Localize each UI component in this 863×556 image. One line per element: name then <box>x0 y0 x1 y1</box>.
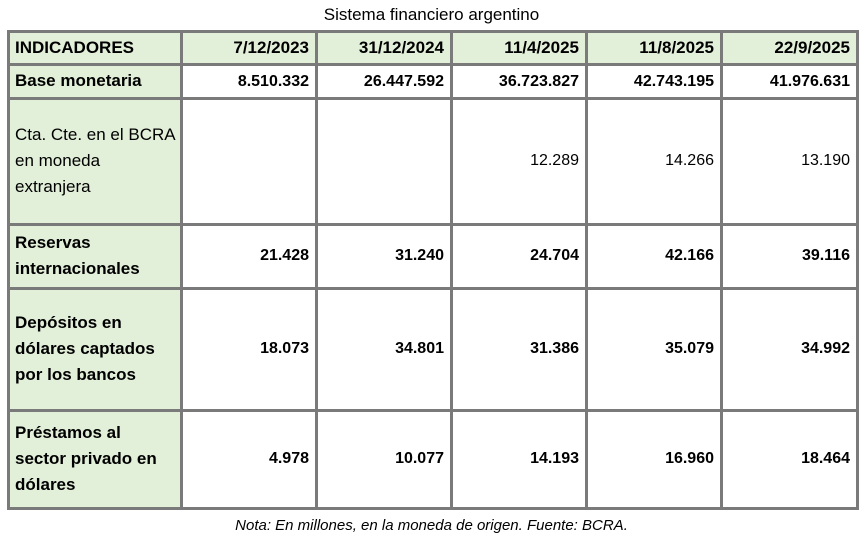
table-row-cta-cte-bcra: Cta. Cte. en el BCRA en moneda extranjer… <box>7 96 859 226</box>
cell-value: 26.447.592 <box>315 63 453 100</box>
header-indicadores: INDICADORES <box>7 29 183 67</box>
cell-value: 34.992 <box>720 286 859 412</box>
cell-value: 31.386 <box>450 286 588 412</box>
row-label: Reservas internacionales <box>7 222 183 290</box>
cell-value: 39.116 <box>720 222 859 290</box>
cell-value: 16.960 <box>585 408 723 510</box>
source-note: Nota: En millones, en la moneda de orige… <box>235 516 628 534</box>
row-label: Base monetaria <box>7 63 183 100</box>
table-row-prestamos-sector-privado: Préstamos al sector privado en dólares 4… <box>7 408 859 510</box>
cell-value <box>315 96 453 226</box>
row-label: Depósitos en dólares captados por los ba… <box>7 286 183 412</box>
cell-value: 18.464 <box>720 408 859 510</box>
header-date-4: 11/8/2025 <box>585 29 723 67</box>
cell-value: 24.704 <box>450 222 588 290</box>
table-row-base-monetaria: Base monetaria 8.510.332 26.447.592 36.7… <box>7 63 859 100</box>
header-date-2: 31/12/2024 <box>315 29 453 67</box>
cell-value: 13.190 <box>720 96 859 226</box>
cell-value: 21.428 <box>180 222 318 290</box>
table-row-reservas-internacionales: Reservas internacionales 21.428 31.240 2… <box>7 222 859 290</box>
cell-value: 31.240 <box>315 222 453 290</box>
cell-value: 10.077 <box>315 408 453 510</box>
cell-value: 14.193 <box>450 408 588 510</box>
header-date-5: 22/9/2025 <box>720 29 859 67</box>
cell-value: 14.266 <box>585 96 723 226</box>
table-title: Sistema financiero argentino <box>323 5 540 24</box>
cell-value: 4.978 <box>180 408 318 510</box>
row-label: Cta. Cte. en el BCRA en moneda extranjer… <box>7 96 183 226</box>
cell-value <box>180 96 318 226</box>
cell-value: 34.801 <box>315 286 453 412</box>
row-label: Préstamos al sector privado en dólares <box>7 408 183 510</box>
financial-indicators-table: INDICADORES 7/12/2023 31/12/2024 11/4/20… <box>7 29 859 510</box>
cell-value: 8.510.332 <box>180 63 318 100</box>
cell-value: 42.743.195 <box>585 63 723 100</box>
cell-value: 18.073 <box>180 286 318 412</box>
header-date-1: 7/12/2023 <box>180 29 318 67</box>
header-date-3: 11/4/2025 <box>450 29 588 67</box>
cell-value: 41.976.631 <box>720 63 859 100</box>
cell-value: 35.079 <box>585 286 723 412</box>
header-row: INDICADORES 7/12/2023 31/12/2024 11/4/20… <box>7 29 859 67</box>
table-row-depositos-dolares: Depósitos en dólares captados por los ba… <box>7 286 859 412</box>
cell-value: 42.166 <box>585 222 723 290</box>
cell-value: 12.289 <box>450 96 588 226</box>
cell-value: 36.723.827 <box>450 63 588 100</box>
